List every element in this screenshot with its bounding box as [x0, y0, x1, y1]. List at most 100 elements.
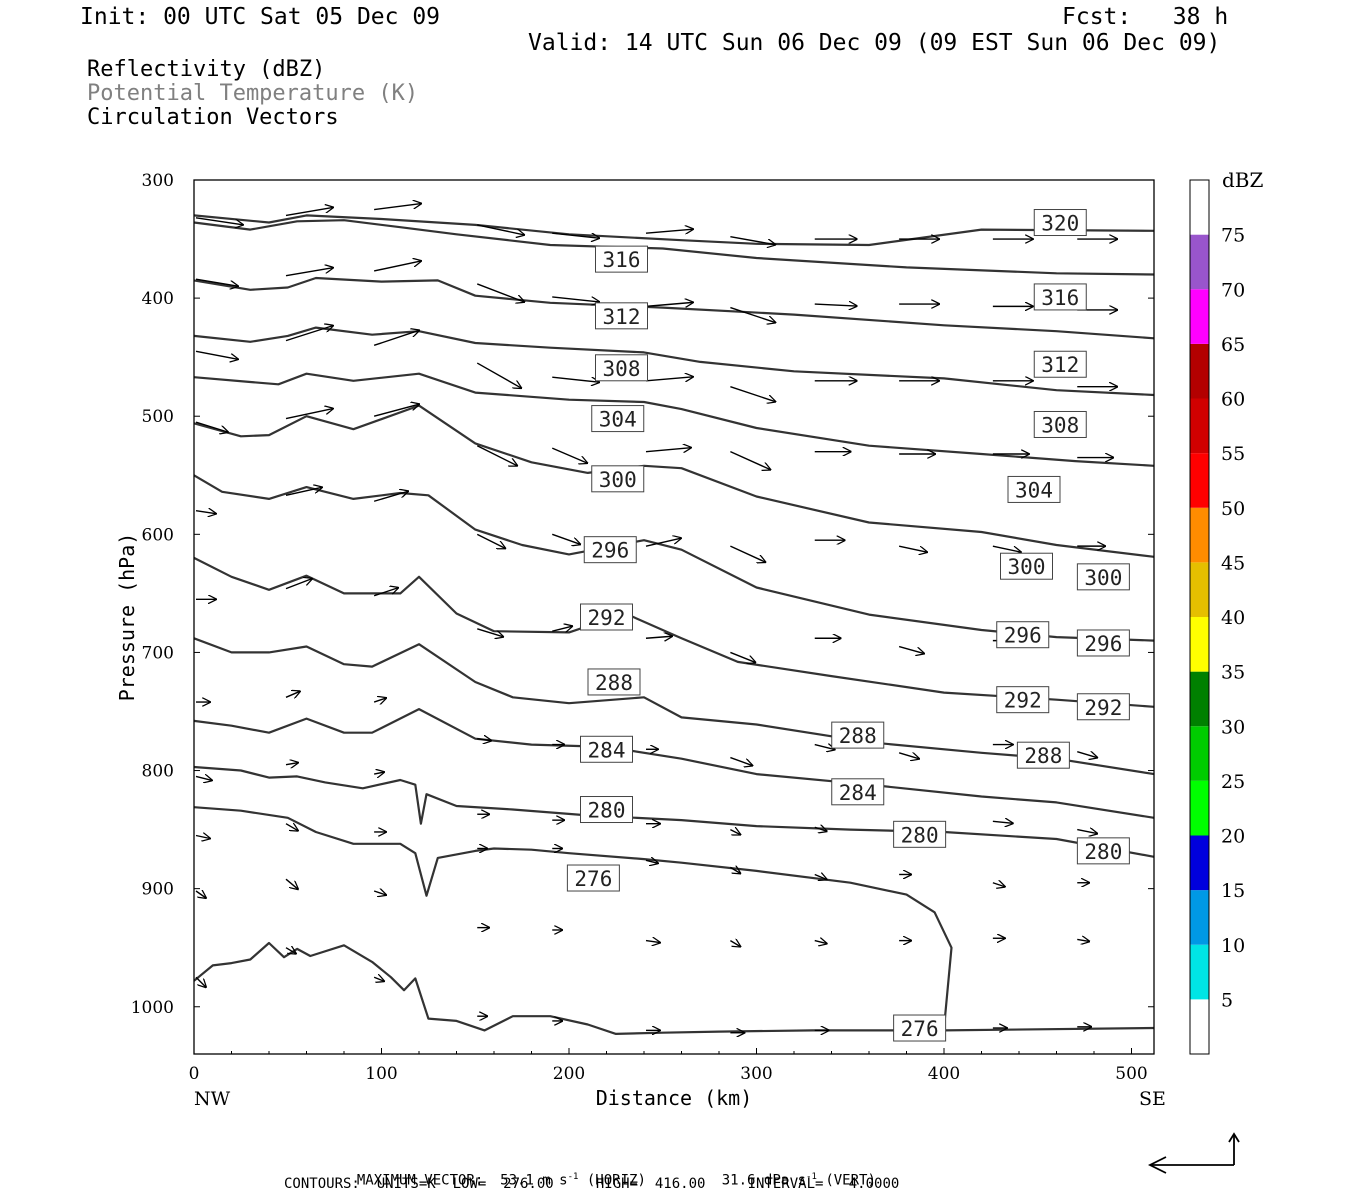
contour-label: 300 [1084, 566, 1122, 590]
contour-label: 292 [1004, 689, 1042, 713]
contour-label: 280 [1084, 840, 1122, 864]
circulation-vector [899, 546, 927, 552]
colorbar-level-label: 5 [1221, 989, 1233, 1011]
y-axis-title: Pressure (hPa) [115, 533, 139, 702]
x-end-label-nw: NW [194, 1088, 231, 1110]
contour-label: 296 [591, 539, 629, 563]
circulation-vector [815, 304, 857, 306]
colorbar-level-label: 25 [1221, 771, 1245, 793]
contour-label: 316 [1041, 286, 1079, 310]
colorbar-level-label: 60 [1221, 389, 1245, 411]
circulation-vector [477, 363, 521, 388]
colorbar-bin [1190, 453, 1209, 508]
circulation-vector [552, 297, 599, 302]
circulation-vector [196, 422, 228, 432]
circulation-vector [730, 830, 740, 835]
x-tick-label: 400 [928, 1064, 960, 1084]
circulation-vector [286, 824, 298, 831]
colorbar-bin [1190, 562, 1209, 617]
y-tick-label: 500 [142, 407, 174, 427]
circulation-vector [646, 229, 693, 233]
x-axis-title: Distance (km) [596, 1086, 753, 1110]
circulation-vector [730, 758, 752, 766]
circulation-vector [286, 579, 312, 589]
colorbar-bin [1190, 235, 1209, 290]
circulation-vector [286, 763, 298, 765]
colorbar-bin [1190, 781, 1209, 836]
circulation-vector [730, 387, 775, 402]
colorbar-bin [1190, 289, 1209, 344]
contour-label: 312 [1041, 353, 1079, 377]
y-tick-label: 1000 [131, 998, 174, 1018]
circulation-vector [286, 326, 333, 341]
circulation-vector [477, 534, 505, 548]
contours-summary: CONTOURS: UNITS=K LOW= 276.00 HIGH= 416.… [284, 1176, 899, 1192]
theta-contour [194, 374, 1154, 466]
contour-label: 312 [603, 305, 641, 329]
circulation-vector [730, 452, 770, 470]
contour-label: 276 [901, 1017, 939, 1041]
colorbar-bin [1190, 945, 1209, 1000]
circulation-vector [374, 772, 384, 774]
circulation-vector [899, 647, 924, 654]
circulation-vector [899, 753, 919, 759]
contour-label: 276 [574, 867, 612, 891]
colorbar-bin [1190, 617, 1209, 672]
circulation-vector [286, 879, 298, 889]
colorbar-level-label: 30 [1221, 716, 1245, 738]
circulation-vector [1077, 939, 1089, 941]
circulation-vector [646, 448, 691, 452]
theta-contour [194, 328, 1154, 395]
y-tick-label: 400 [142, 289, 174, 309]
contour-label: 284 [839, 781, 877, 805]
circulation-vector [477, 284, 524, 302]
circulation-vector [815, 941, 827, 944]
contour-label: 320 [1041, 212, 1079, 236]
theta-contour [194, 807, 952, 1028]
contour-label: 280 [588, 799, 626, 823]
circulation-vector [1077, 830, 1097, 834]
colorbar-bin [1190, 726, 1209, 781]
circulation-vector [646, 636, 672, 638]
contour-label: 284 [588, 738, 626, 762]
y-tick-label: 600 [142, 525, 174, 545]
circulation-vector [196, 891, 206, 898]
circulation-vector [374, 261, 421, 271]
contour-label: 304 [599, 408, 637, 432]
circulation-vector [374, 204, 421, 210]
circulation-vector [730, 546, 765, 562]
circulation-vector [552, 534, 580, 544]
contour-label: 292 [1084, 696, 1122, 720]
colorbar-level-label: 35 [1221, 662, 1245, 684]
colorbar-level-label: 20 [1221, 826, 1245, 848]
colorbar-bin [1190, 180, 1209, 235]
x-tick-label: 0 [189, 1064, 200, 1084]
circulation-vector [993, 546, 1021, 552]
circulation-vector [993, 821, 1013, 823]
circulation-vector [477, 739, 491, 741]
colorbar-bin [1190, 508, 1209, 563]
colorbar-bin [1190, 399, 1209, 454]
cross-section-chart: 320316316312312308308304304300300 3002962… [0, 0, 1350, 1200]
circulation-vector [730, 308, 775, 323]
colorbar-bin [1190, 890, 1209, 945]
contour-label: 304 [1015, 478, 1053, 502]
circulation-vector [374, 698, 386, 702]
colorbar-level-label: 75 [1221, 225, 1245, 247]
plot-frame [194, 180, 1154, 1054]
x-tick-label: 200 [553, 1064, 585, 1084]
colorbar-level-label: 70 [1221, 279, 1245, 301]
contour-label: 288 [595, 671, 633, 695]
reference-vector-icon [1150, 1134, 1239, 1173]
theta-contour [194, 709, 1154, 818]
y-tick-label: 700 [142, 643, 174, 663]
circulation-vector [374, 588, 398, 596]
circulation-vector [993, 883, 1005, 887]
contour-label: 280 [901, 823, 939, 847]
circulation-vector [374, 977, 384, 981]
colorbar-level-label: 50 [1221, 498, 1245, 520]
x-end-label-se: SE [1139, 1088, 1166, 1110]
circulation-vector [730, 941, 740, 947]
circulation-vector [196, 977, 206, 987]
colorbar-bin [1190, 344, 1209, 399]
